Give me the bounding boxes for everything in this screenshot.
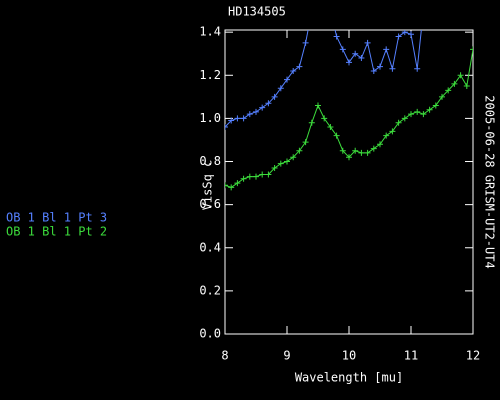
point-marker (290, 67, 297, 74)
point-marker (271, 93, 278, 100)
point-marker (333, 132, 340, 139)
point-marker (439, 93, 445, 100)
point-marker (364, 149, 371, 156)
point-marker (352, 50, 359, 57)
point-marker (321, 115, 328, 122)
point-marker (377, 63, 383, 70)
point-marker (302, 39, 309, 46)
point-marker (420, 111, 427, 118)
legend-entry: OB 1 Bl 1 Pt 2 (6, 225, 107, 239)
point-marker (383, 46, 390, 53)
point-marker (451, 80, 458, 87)
point-marker (346, 59, 352, 66)
y-tick-label: 0.0 (199, 327, 221, 341)
x-tick-label: 11 (404, 349, 418, 363)
y-tick-label: 1.0 (199, 111, 221, 125)
x-tick-label: 10 (342, 349, 356, 363)
point-marker (308, 119, 315, 126)
point-marker (445, 87, 452, 94)
point-marker (302, 139, 309, 146)
point-marker (401, 115, 408, 122)
point-marker (225, 124, 228, 131)
point-marker (277, 160, 284, 167)
series-line (225, 30, 422, 128)
x-tick-label: 12 (466, 349, 480, 363)
legend-entry: OB 1 Bl 1 Pt 3 (6, 211, 107, 225)
point-marker (389, 128, 396, 135)
point-marker (358, 149, 365, 156)
point-marker (296, 147, 303, 154)
point-marker (426, 106, 433, 113)
y-tick-label: 1.2 (199, 68, 221, 82)
point-marker (253, 108, 259, 115)
point-marker (383, 132, 390, 139)
point-marker (246, 173, 253, 180)
point-marker (463, 83, 470, 90)
point-marker (358, 55, 365, 62)
point-marker (228, 117, 235, 124)
point-marker (457, 72, 464, 79)
point-marker (296, 63, 303, 70)
point-marker (259, 171, 266, 178)
side-label: 2005-06-28 GRISM-UT2-UT4 (483, 95, 497, 268)
point-marker (346, 154, 352, 161)
x-axis-label: Wavelength [mu] (295, 371, 403, 385)
point-marker (240, 175, 247, 182)
point-marker (408, 31, 414, 38)
point-marker (414, 65, 421, 72)
x-tick-label: 8 (221, 349, 228, 363)
point-marker (277, 85, 284, 92)
y-tick-label: 0.8 (199, 154, 221, 168)
point-marker (339, 46, 346, 53)
point-marker (225, 182, 228, 189)
point-marker (395, 119, 402, 126)
point-marker (284, 158, 290, 165)
point-marker (339, 147, 346, 154)
chart-title: HD134505 (228, 5, 286, 19)
point-marker (246, 111, 253, 118)
point-marker (265, 171, 272, 178)
point-marker (370, 67, 377, 74)
point-marker (377, 141, 383, 148)
point-marker (290, 154, 297, 161)
y-tick-label: 1.4 (199, 25, 221, 39)
y-tick-label: 0.2 (199, 283, 221, 297)
point-marker (408, 111, 414, 118)
point-marker (414, 108, 421, 115)
point-marker (370, 145, 377, 152)
point-marker (401, 30, 408, 36)
point-marker (352, 147, 359, 154)
point-marker (228, 184, 235, 191)
point-marker (284, 76, 290, 83)
y-tick-label: 0.6 (199, 197, 221, 211)
x-tick-label: 9 (283, 349, 290, 363)
y-axis-label: VisSq c (201, 160, 215, 211)
point-marker (470, 46, 473, 53)
point-marker (265, 100, 272, 107)
point-marker (253, 173, 259, 180)
point-marker (271, 164, 278, 171)
point-marker (364, 39, 371, 46)
point-marker (333, 33, 340, 40)
point-marker (234, 115, 241, 122)
point-marker (234, 180, 241, 187)
point-marker (315, 102, 321, 109)
point-marker (389, 65, 396, 72)
point-marker (395, 33, 402, 40)
point-marker (259, 104, 266, 111)
y-tick-label: 0.4 (199, 240, 221, 254)
plot-area (225, 30, 473, 191)
point-marker (240, 115, 247, 122)
point-marker (432, 102, 439, 109)
point-marker (327, 124, 334, 131)
